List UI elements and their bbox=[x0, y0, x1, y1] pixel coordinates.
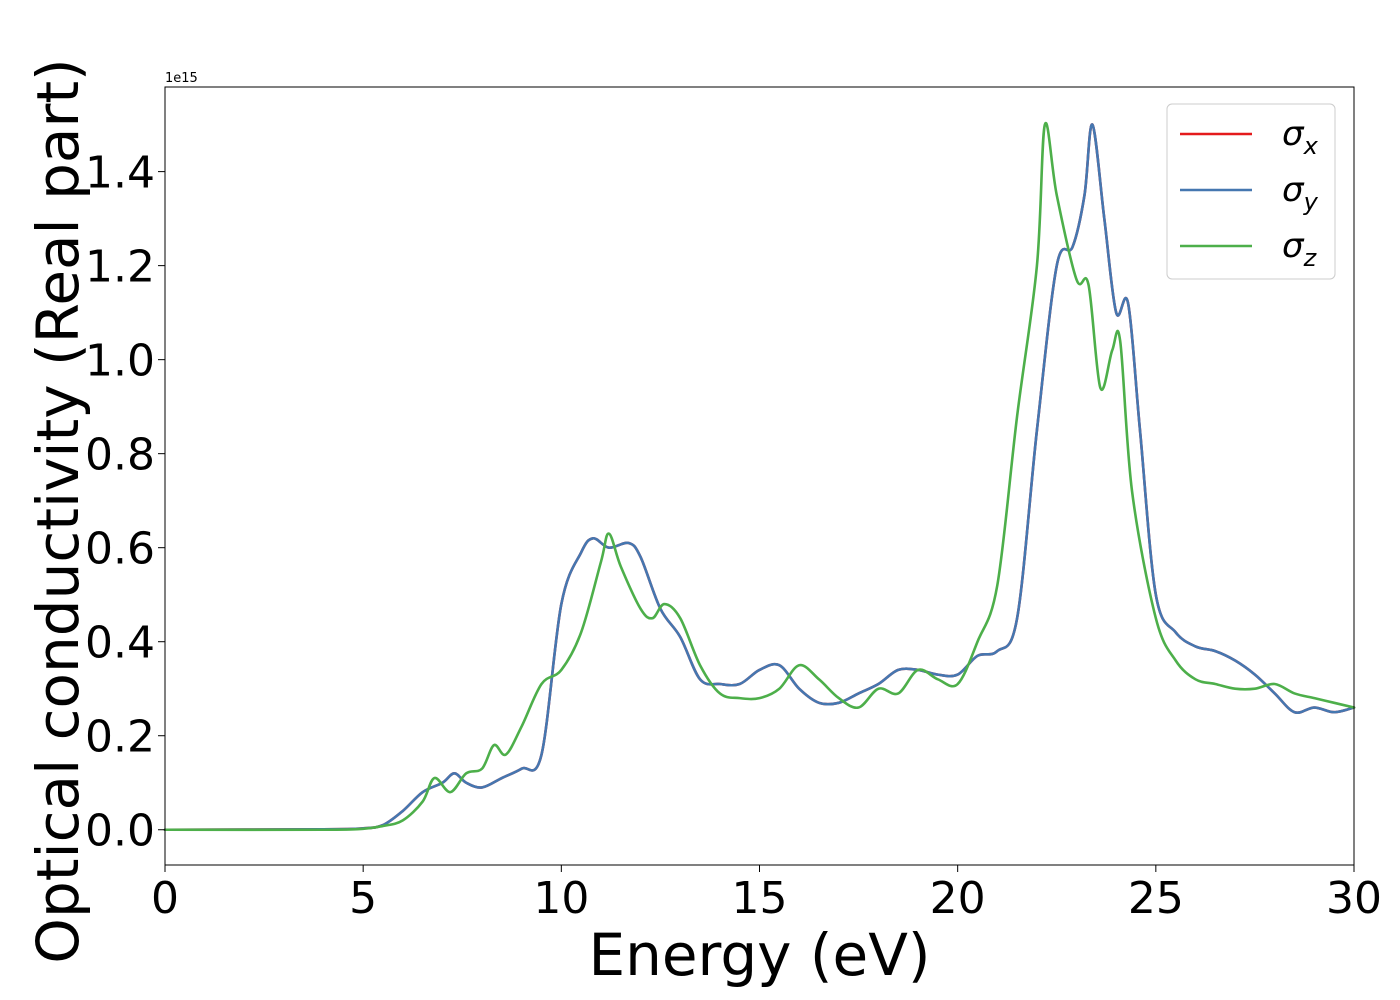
x-tick-label: 25 bbox=[1128, 873, 1184, 924]
x-tick-label: 30 bbox=[1326, 873, 1382, 924]
y-tick-label: 0.0 bbox=[85, 806, 155, 857]
x-axis-ticks: 0 5 10 15 20 25 30 bbox=[151, 865, 1382, 924]
legend-label-y: σy bbox=[1282, 170, 1319, 216]
y-tick-label: 0.2 bbox=[85, 712, 155, 763]
legend-symbol: σ bbox=[1282, 114, 1305, 154]
legend-symbol: σ bbox=[1282, 170, 1305, 210]
y-tick-label: 0.6 bbox=[85, 524, 155, 575]
x-axis-label: Energy (eV) bbox=[588, 921, 930, 989]
x-tick-label: 20 bbox=[930, 873, 986, 924]
y-offset-label: 1e15 bbox=[165, 71, 198, 86]
legend-subscript: z bbox=[1303, 244, 1318, 272]
y-tick-label: 0.8 bbox=[85, 430, 155, 481]
legend-subscript: y bbox=[1303, 188, 1319, 216]
legend-subscript: x bbox=[1303, 132, 1319, 160]
y-axis-ticks: 0.0 0.2 0.4 0.6 0.8 1.0 1.2 1.4 bbox=[85, 148, 165, 857]
legend-label-x: σx bbox=[1282, 114, 1319, 160]
x-tick-label: 15 bbox=[732, 873, 788, 924]
series-layer bbox=[163, 121, 1356, 832]
y-tick-label: 0.4 bbox=[85, 618, 155, 669]
y-tick-label: 1.0 bbox=[85, 336, 155, 387]
series-line-y bbox=[163, 123, 1356, 832]
legend-box bbox=[1166, 103, 1336, 280]
legend-label-z: σz bbox=[1282, 226, 1318, 272]
x-tick-label: 5 bbox=[349, 873, 377, 924]
y-axis-label: Optical conductivity (Real part) bbox=[24, 58, 92, 963]
legend-symbol: σ bbox=[1282, 226, 1305, 266]
x-tick-label: 10 bbox=[533, 873, 589, 924]
series-line-z bbox=[163, 121, 1356, 832]
y-tick-label: 1.2 bbox=[85, 242, 155, 293]
y-tick-label: 1.4 bbox=[85, 148, 155, 199]
x-tick-label: 0 bbox=[151, 873, 179, 924]
